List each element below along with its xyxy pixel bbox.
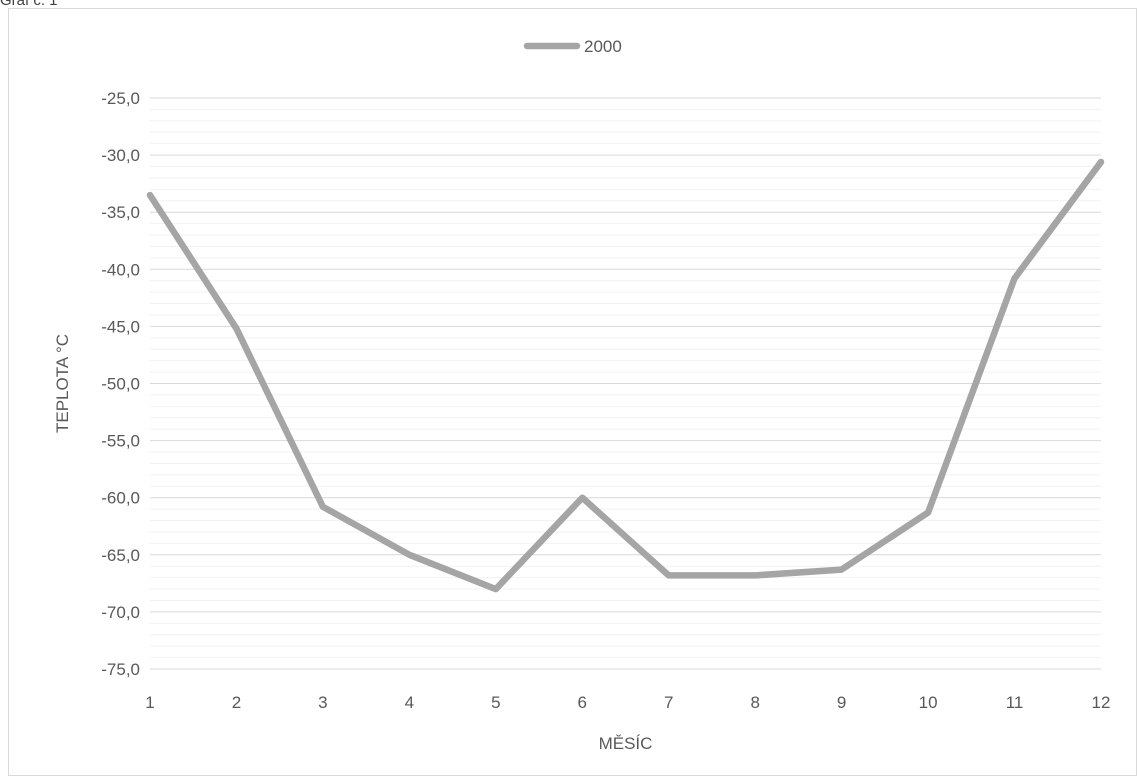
series-line-2000 (146, 158, 1105, 593)
x-tick-label: 10 (919, 693, 938, 712)
x-tick-label: 5 (491, 693, 500, 712)
series-lines (146, 158, 1105, 593)
x-tick-label: 7 (664, 693, 673, 712)
legend-label: 2000 (584, 37, 622, 56)
y-tick-label: -75,0 (101, 660, 140, 679)
x-tick-label: 12 (1092, 693, 1111, 712)
y-tick-label: -50,0 (101, 375, 140, 394)
x-axis-tick-labels: 1 2 3 4 5 6 7 8 9 10 11 12 (145, 693, 1110, 712)
y-axis-tick-labels: -25,0 -30,0 -35,0 -40,0 -45,0 -50,0 -55,0 -60,0… (101, 89, 140, 679)
x-tick-label: 1 (145, 693, 154, 712)
x-axis-title: MĚSÍC (599, 734, 653, 753)
x-tick-label: 11 (1006, 693, 1024, 712)
chart-caption: Graf č. 1 (0, 0, 58, 9)
legend: 2000 (523, 37, 622, 56)
x-tick-label: 4 (405, 693, 414, 712)
chart-area (8, 8, 1137, 776)
y-tick-label: -55,0 (101, 432, 140, 451)
y-axis-title: TEPLOTA °C (53, 334, 72, 433)
x-tick-label: 8 (750, 693, 759, 712)
x-tick-label: 2 (232, 693, 241, 712)
x-tick-label: 3 (318, 693, 327, 712)
y-tick-label: -30,0 (101, 146, 140, 165)
y-tick-label: -25,0 (101, 89, 140, 108)
major-gridlines (150, 97, 1101, 670)
y-tick-label: -65,0 (101, 546, 140, 565)
minor-gridlines (150, 108, 1101, 659)
x-tick-label: 9 (837, 693, 846, 712)
y-tick-label: -35,0 (101, 203, 140, 222)
y-tick-label: -40,0 (101, 260, 140, 279)
x-tick-label: 6 (578, 693, 587, 712)
y-tick-label: -60,0 (101, 489, 140, 508)
y-tick-label: -70,0 (101, 603, 140, 622)
y-tick-label: -45,0 (101, 317, 140, 336)
